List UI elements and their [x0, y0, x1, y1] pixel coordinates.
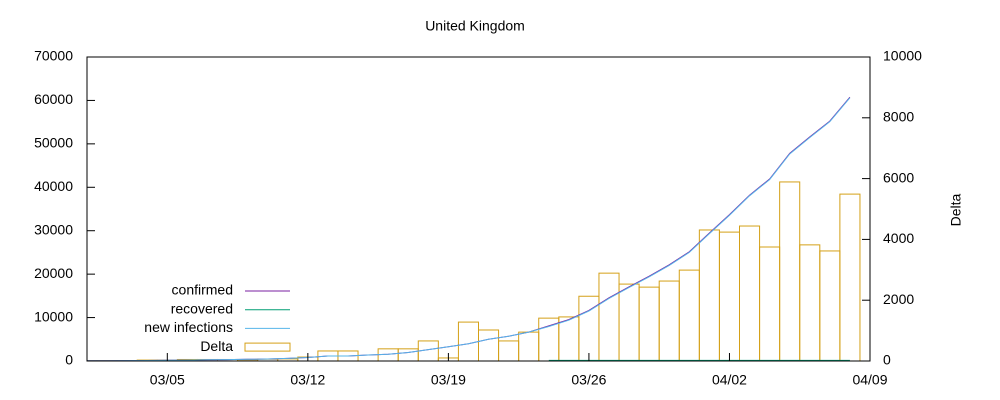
- y2-tick-label: 0: [883, 352, 891, 368]
- y2-tick-label: 2000: [883, 291, 914, 307]
- x-tick-label: 04/09: [852, 372, 887, 388]
- bar: [478, 329, 500, 361]
- y-tick-label: 10000: [34, 308, 73, 324]
- bar: [698, 229, 720, 361]
- plot-frame: [86, 56, 871, 362]
- legend-label: new infections: [144, 319, 233, 335]
- x-tick-label: 03/12: [290, 372, 325, 388]
- bar: [518, 331, 540, 361]
- y-tick-label: 50000: [34, 135, 73, 151]
- bar: [718, 231, 741, 361]
- bar: [739, 225, 761, 361]
- series-line: [87, 97, 851, 361]
- y2-tick-label: 4000: [883, 230, 914, 246]
- bar: [658, 280, 680, 361]
- bar: [457, 321, 479, 361]
- x-tick-label: 04/02: [712, 372, 747, 388]
- chart-title: United Kingdom: [425, 18, 525, 34]
- bar: [598, 272, 620, 361]
- legend-label: confirmed: [172, 282, 233, 298]
- y-tick-label: 0: [65, 352, 73, 368]
- y2-axis-label: Delta: [948, 193, 964, 226]
- y-tick-label: 70000: [34, 48, 73, 64]
- x-tick-label: 03/26: [571, 372, 606, 388]
- bar: [819, 250, 841, 361]
- y2-tick-label: 10000: [883, 48, 922, 64]
- bar: [678, 269, 700, 361]
- lines-layer: [87, 96, 851, 361]
- bar: [498, 340, 520, 361]
- legend-label: recovered: [171, 300, 233, 316]
- bar: [397, 348, 419, 361]
- bar: [759, 246, 781, 361]
- bar: [799, 244, 821, 361]
- y-tick-label: 30000: [34, 221, 73, 237]
- y2-tick-label: 6000: [883, 169, 914, 185]
- y-tick-label: 20000: [34, 265, 73, 281]
- legend-label: Delta: [200, 338, 233, 354]
- legend-swatch: [244, 342, 291, 352]
- bar: [839, 193, 861, 361]
- y-tick-label: 60000: [34, 91, 73, 107]
- x-tick-label: 03/19: [431, 372, 466, 388]
- bar: [618, 283, 640, 361]
- x-tick-label: 03/05: [150, 372, 185, 388]
- y-tick-label: 40000: [34, 178, 73, 194]
- bar: [638, 286, 660, 361]
- y2-tick-label: 8000: [883, 109, 914, 125]
- bar: [779, 181, 801, 361]
- bar: [558, 316, 580, 361]
